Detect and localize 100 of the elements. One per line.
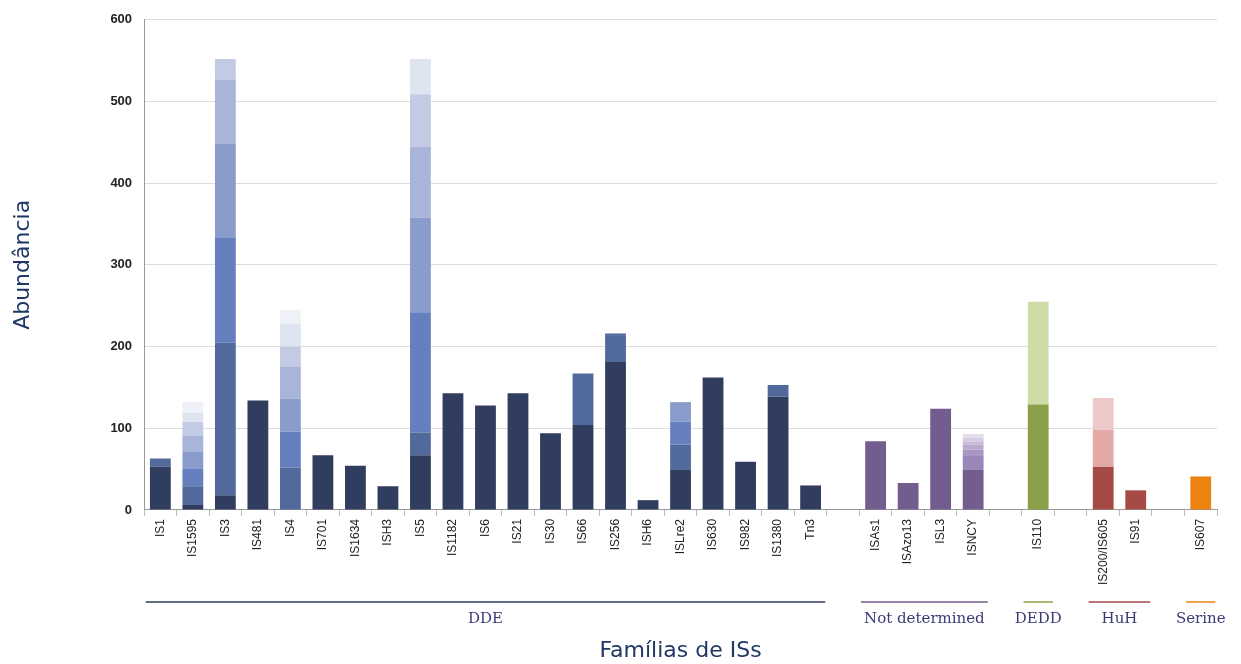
x-tick-label: ISH3 xyxy=(380,518,395,546)
x-tick-label: IS3 xyxy=(217,518,232,537)
bar xyxy=(930,408,952,510)
bar xyxy=(962,433,984,439)
bar xyxy=(1092,398,1114,430)
x-tick-label: IS30 xyxy=(542,518,557,544)
bar xyxy=(182,486,204,506)
x-tick-label: ISLre2 xyxy=(672,518,687,555)
x-tick-label: ISH6 xyxy=(640,518,655,546)
bar xyxy=(572,424,594,510)
bar xyxy=(442,393,464,510)
bar xyxy=(670,402,691,422)
bar xyxy=(735,461,756,510)
text: Serine xyxy=(1175,609,1226,628)
bar xyxy=(605,335,626,363)
bar xyxy=(1092,466,1114,510)
y-tick-label: 100 xyxy=(110,419,133,435)
bar xyxy=(767,384,789,397)
x-tick-label: IS21 xyxy=(510,518,525,544)
bar xyxy=(865,441,887,510)
y-axis-title: Abundância xyxy=(8,199,34,330)
text: DEDD xyxy=(1014,609,1062,628)
bar xyxy=(962,449,984,457)
x-tick-label: IS91 xyxy=(1128,518,1143,544)
x-tick-label: IS607 xyxy=(1193,518,1208,551)
y-tick-label: 200 xyxy=(110,338,133,354)
bar xyxy=(670,444,691,470)
x-tick-label: IS630 xyxy=(705,518,720,551)
x-tick-label: IS1182 xyxy=(445,518,460,557)
bar xyxy=(670,469,691,510)
y-tick-label: 400 xyxy=(110,174,133,190)
x-tick-label: IS6 xyxy=(477,518,492,537)
x-tick-label: IS982 xyxy=(737,518,752,551)
x-tick-label: IS256 xyxy=(607,518,622,551)
bar xyxy=(702,377,724,510)
bar xyxy=(1190,476,1212,510)
x-tick-label: IS66 xyxy=(575,518,590,544)
bar xyxy=(410,312,431,433)
x-tick-label: IS1634 xyxy=(347,518,362,557)
bar xyxy=(897,482,919,510)
y-tick-label: 600 xyxy=(110,11,133,27)
x-tick-label: IS1595 xyxy=(185,518,200,557)
bar xyxy=(962,456,984,470)
x-tick-label: ISAzo13 xyxy=(900,518,915,565)
bar xyxy=(377,486,399,510)
x-tick-label: IS1380 xyxy=(770,518,785,557)
x-tick-label: IS701 xyxy=(315,518,330,551)
bar xyxy=(214,495,236,510)
x-tick-label: IS4 xyxy=(282,518,297,537)
bar xyxy=(182,505,204,510)
bar xyxy=(345,465,366,510)
bar xyxy=(1027,301,1049,405)
y-tick-label: 300 xyxy=(110,256,133,272)
bar xyxy=(214,143,236,238)
bar xyxy=(637,500,659,510)
x-tick-label: IS200/IS605 xyxy=(1095,518,1110,586)
bar xyxy=(1027,404,1049,510)
bar xyxy=(1092,429,1114,467)
bar xyxy=(410,455,431,510)
bar xyxy=(247,400,269,510)
y-tick-label: 0 xyxy=(124,501,133,517)
bar xyxy=(149,458,171,467)
x-tick-label: IS110 xyxy=(1030,518,1045,550)
x-tick-label: Tn3 xyxy=(802,518,817,540)
bar xyxy=(149,466,171,510)
bar xyxy=(410,59,431,95)
x-tick-label: ISNCY xyxy=(965,518,980,556)
bar xyxy=(312,455,334,510)
bar xyxy=(410,432,431,456)
bar xyxy=(182,402,204,413)
bar xyxy=(214,59,236,80)
bar xyxy=(182,412,204,422)
x-tick-label: ISL3 xyxy=(932,518,947,544)
bar xyxy=(962,469,984,510)
bar xyxy=(540,433,561,510)
y-tick-label: 500 xyxy=(110,93,133,109)
text: Not determined xyxy=(864,609,986,628)
bar xyxy=(214,79,236,144)
x-tick-label: ISAs1 xyxy=(867,518,882,551)
bar xyxy=(767,396,789,510)
bar xyxy=(410,146,431,218)
bar xyxy=(507,393,529,510)
x-tick-label: IS1 xyxy=(152,518,167,537)
bar xyxy=(182,435,204,452)
bar xyxy=(182,421,204,436)
text: HuH xyxy=(1101,609,1138,628)
bar xyxy=(182,469,204,487)
bar xyxy=(214,237,236,343)
bar xyxy=(410,94,431,147)
bar xyxy=(475,405,496,510)
bar xyxy=(182,451,204,470)
text: DDE xyxy=(467,609,503,628)
bar xyxy=(605,362,626,510)
bar xyxy=(800,485,821,510)
bar xyxy=(572,373,594,425)
x-tick-label: IS481 xyxy=(250,518,265,551)
x-axis-title: Famílias de ISs xyxy=(599,636,762,662)
bar xyxy=(214,342,236,496)
x-tick-label: IS5 xyxy=(412,518,427,537)
bar xyxy=(1125,490,1147,510)
